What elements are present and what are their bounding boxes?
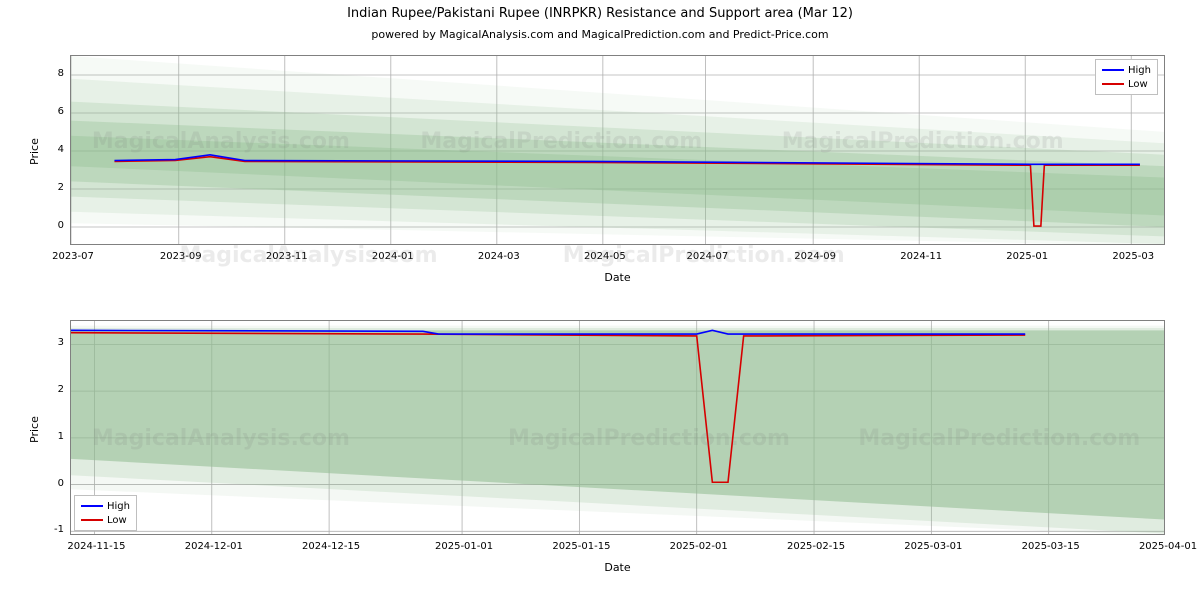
ytick-label: 3 xyxy=(34,337,64,348)
ytick-label: 6 xyxy=(34,106,64,117)
chart-subtitle: powered by MagicalAnalysis.com and Magic… xyxy=(0,28,1200,41)
xtick-label: 2024-11 xyxy=(886,251,956,262)
xtick-label: 2025-04-01 xyxy=(1133,541,1200,552)
panel-bottom xyxy=(70,320,1165,535)
ytick-label: 2 xyxy=(34,182,64,193)
ytick-label: 8 xyxy=(34,68,64,79)
legend-item: Low xyxy=(81,513,130,527)
legend-swatch xyxy=(1102,69,1124,71)
legend-top: High Low xyxy=(1095,59,1158,95)
legend-label: Low xyxy=(107,515,127,526)
legend-item: High xyxy=(1102,63,1151,77)
xtick-label: 2025-03-01 xyxy=(898,541,968,552)
legend-bottom: High Low xyxy=(74,495,137,531)
figure: Indian Rupee/Pakistani Rupee (INRPKR) Re… xyxy=(0,0,1200,600)
ytick-label: 4 xyxy=(34,144,64,155)
ytick-label: 1 xyxy=(34,431,64,442)
xlabel-top: Date xyxy=(70,271,1165,284)
xtick-label: 2024-11-15 xyxy=(61,541,131,552)
legend-label: High xyxy=(1128,65,1151,76)
xtick-label: 2025-01-01 xyxy=(429,541,499,552)
legend-label: Low xyxy=(1128,79,1148,90)
xtick-label: 2025-02-01 xyxy=(664,541,734,552)
xtick-label: 2023-07 xyxy=(38,251,108,262)
ytick-label: 2 xyxy=(34,384,64,395)
xtick-label: 2024-12-01 xyxy=(179,541,249,552)
xlabel-bottom: Date xyxy=(70,561,1165,574)
support-resistance-band xyxy=(71,326,1165,535)
ytick-label: 0 xyxy=(34,220,64,231)
plot-svg xyxy=(71,321,1165,535)
xtick-label: 2023-09 xyxy=(146,251,216,262)
xtick-label: 2025-03 xyxy=(1098,251,1168,262)
legend-swatch xyxy=(1102,83,1124,85)
plot-svg xyxy=(71,56,1165,245)
legend-item: Low xyxy=(1102,77,1151,91)
chart-title: Indian Rupee/Pakistani Rupee (INRPKR) Re… xyxy=(0,6,1200,21)
legend-swatch xyxy=(81,519,103,521)
legend-swatch xyxy=(81,505,103,507)
xtick-label: 2024-12-15 xyxy=(296,541,366,552)
xtick-label: 2025-01 xyxy=(992,251,1062,262)
xtick-label: 2024-07 xyxy=(672,251,742,262)
legend-item: High xyxy=(81,499,130,513)
xtick-label: 2024-03 xyxy=(464,251,534,262)
xtick-label: 2023-11 xyxy=(252,251,322,262)
ytick-label: -1 xyxy=(34,524,64,535)
xtick-label: 2025-01-15 xyxy=(546,541,616,552)
legend-label: High xyxy=(107,501,130,512)
xtick-label: 2024-09 xyxy=(780,251,850,262)
xtick-label: 2024-01 xyxy=(358,251,428,262)
panel-top xyxy=(70,55,1165,245)
xtick-label: 2025-02-15 xyxy=(781,541,851,552)
support-resistance-band xyxy=(71,56,1165,245)
xtick-label: 2025-03-15 xyxy=(1016,541,1086,552)
ytick-label: 0 xyxy=(34,478,64,489)
xtick-label: 2024-05 xyxy=(570,251,640,262)
